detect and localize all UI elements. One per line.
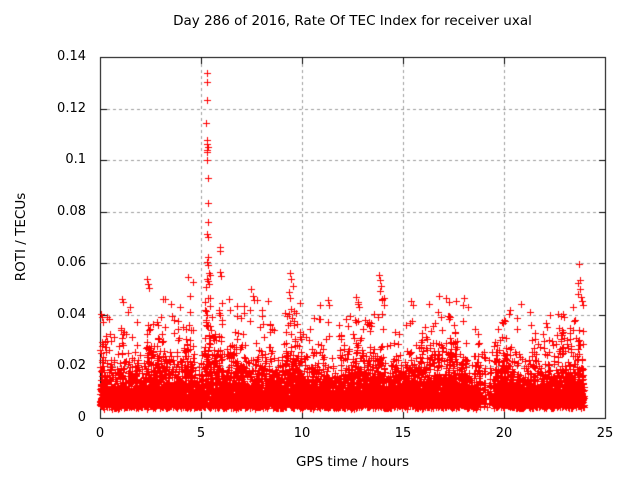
x-tick-label: 0 [95, 426, 105, 441]
x-tick-label: 20 [495, 426, 513, 441]
y-tick-label: 0.02 [57, 358, 86, 374]
chart-title: Day 286 of 2016, Rate Of TEC Index for r… [173, 13, 532, 29]
x-tick-label: 25 [596, 426, 614, 441]
y-tick-label: 0.08 [57, 203, 86, 219]
x-tick-label: 5 [196, 426, 206, 441]
x-axis-title: GPS time / hours [295, 454, 410, 470]
y-tick-label: 0.04 [57, 306, 86, 322]
y-tick-label: 0.14 [57, 49, 86, 64]
y-tick-label: 0 [77, 410, 86, 425]
y-tick-label: 0.1 [65, 152, 86, 168]
x-tick-label: 10 [293, 426, 311, 441]
y-tick-label: 0.12 [57, 100, 86, 116]
x-tick-label: 15 [394, 426, 412, 441]
y-tick-label: 0.06 [57, 255, 86, 271]
